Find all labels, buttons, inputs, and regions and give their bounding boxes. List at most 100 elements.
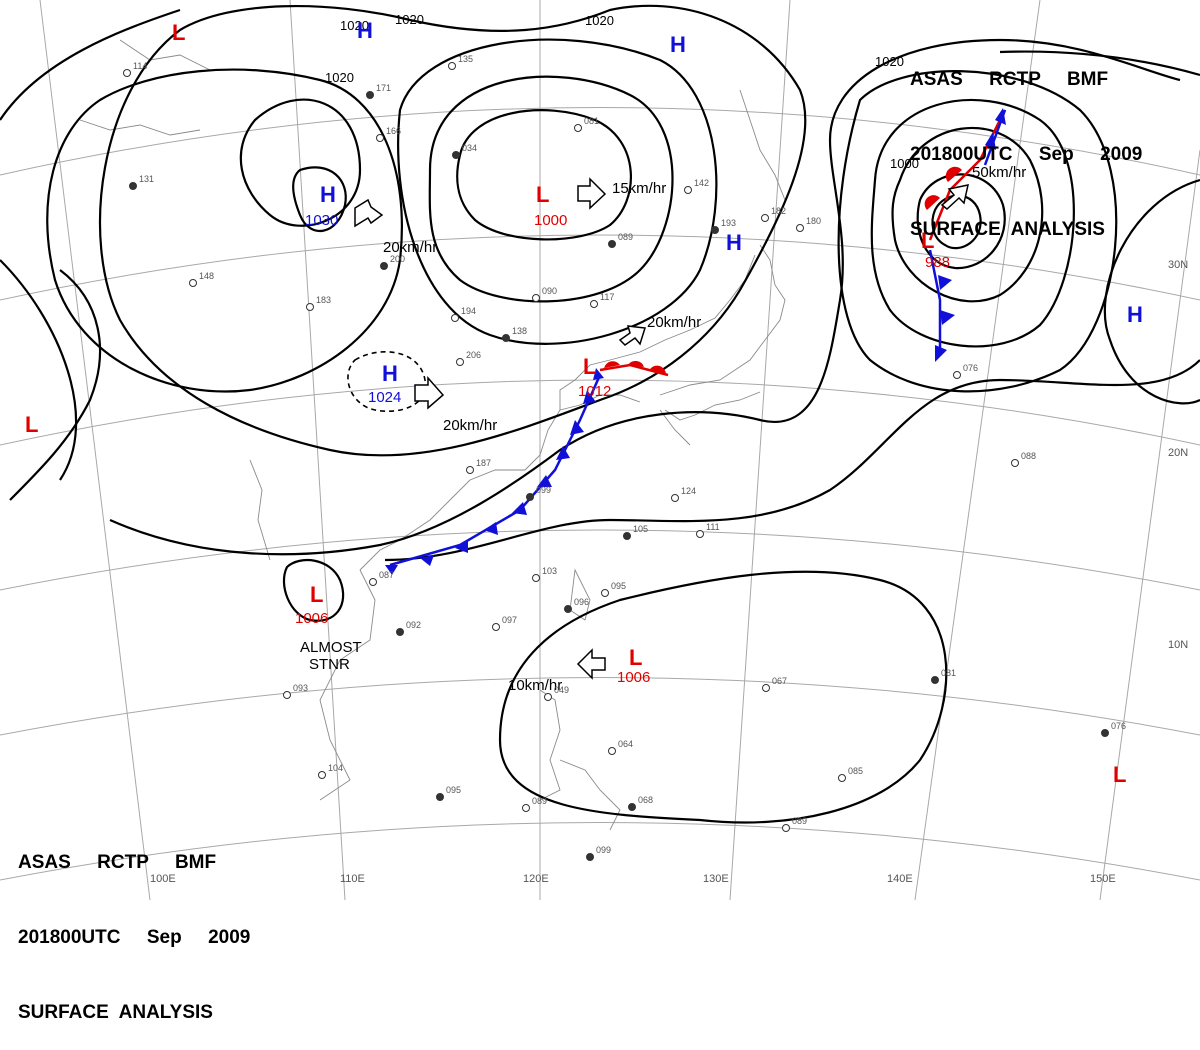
station-pressure: 103 xyxy=(542,566,557,576)
station-pressure: 092 xyxy=(406,620,421,630)
station-pressure: 096 xyxy=(574,597,589,607)
station-pressure: 114 xyxy=(133,61,147,71)
station-pressure: 089 xyxy=(532,796,547,806)
movement-label: 50km/hr xyxy=(972,164,1026,181)
low-pressure-center: L xyxy=(25,412,38,437)
station-pressure: 067 xyxy=(772,676,787,686)
isobar-label: 1020 xyxy=(585,13,614,28)
station-pressure: 200 xyxy=(390,254,405,264)
station-pressure: 105 xyxy=(633,524,648,534)
station-marker xyxy=(451,314,459,322)
station-marker xyxy=(532,294,540,302)
station-pressure: 097 xyxy=(502,615,517,625)
station-marker xyxy=(574,124,582,132)
high-pressure-center: H xyxy=(726,230,742,255)
header-line: 201800UTC Sep 2009 xyxy=(18,927,251,948)
station-pressure: 148 xyxy=(199,271,214,281)
station-marker xyxy=(838,774,846,782)
low-pressure-center: L xyxy=(172,20,185,45)
station-pressure: 049 xyxy=(554,685,569,695)
isobar-label: 1020 xyxy=(395,12,424,27)
station-marker xyxy=(369,578,377,586)
lat-label: 30N xyxy=(1168,259,1188,271)
station-marker xyxy=(522,804,530,812)
station-marker xyxy=(608,240,616,248)
station-marker xyxy=(711,226,719,234)
station-pressure: 076 xyxy=(1111,721,1126,731)
header-line: 201800UTC Sep 2009 xyxy=(910,144,1143,165)
coastlines xyxy=(79,39,786,831)
station-pressure: 085 xyxy=(848,766,863,776)
station-pressure: 142 xyxy=(694,178,709,188)
isobar-label: 1000 xyxy=(890,156,919,171)
station-plots: 171 166 135 034 081 142 193 182 180 089 117 090 138 2… xyxy=(123,54,1126,861)
station-marker xyxy=(601,589,609,597)
station-marker xyxy=(448,62,456,70)
low-pressure-center: L xyxy=(583,354,596,379)
low-pressure-center: L xyxy=(1113,762,1126,787)
station-pressure: 193 xyxy=(721,218,736,228)
low-pressure-center: L xyxy=(921,228,934,253)
graticule xyxy=(0,0,1200,900)
station-pressure: 081 xyxy=(941,668,956,678)
station-pressure: 104 xyxy=(328,763,343,773)
low-pressure-center: L xyxy=(310,582,323,607)
low-pressure-center: L xyxy=(629,645,642,670)
station-marker xyxy=(466,466,474,474)
station-marker xyxy=(396,628,404,636)
header-line: SURFACE ANALYSIS xyxy=(18,1002,213,1023)
station-marker xyxy=(306,303,314,311)
pressure-value: 1012 xyxy=(578,383,611,400)
pressure-value: 1006 xyxy=(617,669,650,686)
station-pressure: 111 xyxy=(706,522,720,532)
lon-label: 100E xyxy=(150,873,176,885)
station-marker xyxy=(129,182,137,190)
station-marker xyxy=(671,494,679,502)
station-marker xyxy=(366,91,374,99)
high-pressure-center: H xyxy=(670,32,686,57)
station-marker xyxy=(436,793,444,801)
station-marker xyxy=(283,691,291,699)
station-marker xyxy=(684,186,692,194)
station-pressure: 131 xyxy=(139,174,154,184)
isobar-label: 1020 xyxy=(325,70,354,85)
station-pressure: 064 xyxy=(618,739,633,749)
station-pressure: 183 xyxy=(316,295,331,305)
station-marker xyxy=(696,530,704,538)
low-pressure-center: L xyxy=(536,182,549,207)
station-pressure: 135 xyxy=(458,54,473,64)
pressure-value: 1024 xyxy=(368,389,401,406)
station-marker xyxy=(502,334,510,342)
high-pressure-center: H xyxy=(382,361,398,386)
station-pressure: 095 xyxy=(446,785,461,795)
movement-arrow xyxy=(354,198,384,228)
station-pressure: 124 xyxy=(681,486,696,496)
lon-label: 140E xyxy=(887,873,913,885)
high-pressure-center: H xyxy=(357,18,373,43)
station-marker xyxy=(456,358,464,366)
station-marker xyxy=(492,623,500,631)
station-pressure: 171 xyxy=(376,83,391,93)
isobar-label: 1020 xyxy=(875,54,904,69)
station-marker xyxy=(532,574,540,582)
station-pressure: 087 xyxy=(379,570,394,580)
station-marker xyxy=(564,605,572,613)
station-pressure: 081 xyxy=(584,116,599,126)
movement-label: 20km/hr xyxy=(383,239,437,256)
station-marker xyxy=(796,224,804,232)
header-line: ASAS RCTP BMF xyxy=(910,69,1109,90)
pressure-value: 988 xyxy=(925,254,950,271)
typhoon-fronts xyxy=(924,108,1007,362)
station-marker xyxy=(376,134,384,142)
station-pressure: 068 xyxy=(638,795,653,805)
movement-label: 10km/hr xyxy=(508,677,562,694)
isobar-label: 1020 xyxy=(340,18,369,33)
station-marker xyxy=(761,214,769,222)
station-pressure: 166 xyxy=(386,126,401,136)
movement-label: 20km/hr xyxy=(647,314,701,331)
station-marker xyxy=(380,262,388,270)
movement-arrow xyxy=(414,376,445,410)
cold-front xyxy=(385,368,604,575)
annotation-almost: ALMOST xyxy=(300,639,362,656)
station-marker xyxy=(608,747,616,755)
